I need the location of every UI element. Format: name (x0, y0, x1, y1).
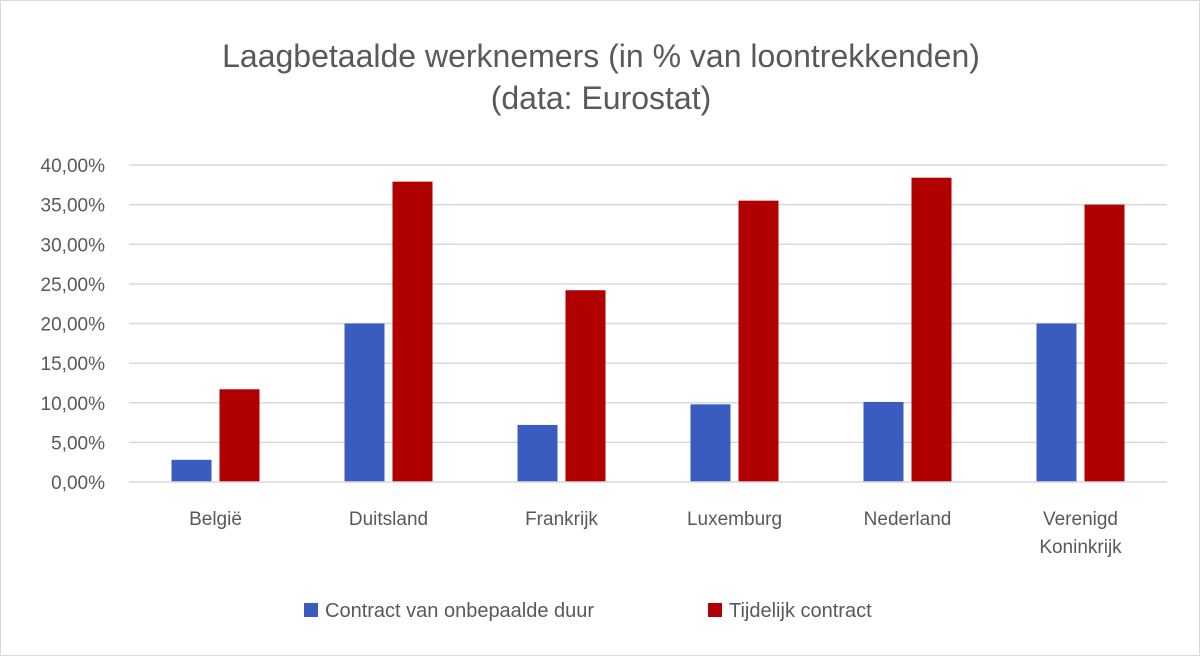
bar-onbepaalde-duur-5 (1036, 323, 1077, 482)
bar-onbepaalde-duur-2 (517, 424, 558, 482)
chart-title-line-2: (data: Eurostat) (491, 80, 712, 116)
bar-onbepaalde-duur-3 (690, 404, 731, 482)
bar-tijdelijk-5 (1084, 204, 1125, 482)
y-axis-ticks: 0,00% 5,00% 10,00% 15,00% 20,00% 25,00% 30,00%… (41, 156, 106, 494)
gridlines (129, 164, 1167, 444)
bar-tijdelijk-2 (565, 290, 606, 482)
x-category-label: Koninkrijk (1039, 537, 1122, 558)
x-category-label: Nederland (864, 509, 952, 530)
x-category-label: België (189, 509, 242, 530)
chart-title: Laagbetaalde werknemers (in % van loontr… (222, 38, 980, 116)
legend-label: Tijdelijk contract (729, 600, 872, 622)
y-tick-label: 10,00% (41, 394, 106, 415)
x-category-label: Frankrijk (525, 509, 598, 530)
x-category-label: Luxemburg (687, 509, 782, 530)
legend-swatch (304, 603, 318, 617)
bar-tijdelijk-3 (738, 200, 779, 482)
bar-onbepaalde-duur-1 (344, 323, 385, 482)
y-tick-label: 35,00% (41, 196, 106, 217)
x-axis-categories: België Duitsland Frankrijk Luxemburg Nederla… (189, 509, 1122, 558)
legend-swatch (708, 603, 722, 617)
y-tick-label: 40,00% (41, 156, 106, 177)
legend: Contract van onbepaalde duur Tijdelijk co… (304, 600, 872, 622)
y-tick-label: 0,00% (51, 473, 105, 494)
bars (171, 177, 1125, 482)
x-category-label: Duitsland (349, 509, 428, 530)
y-tick-label: 15,00% (41, 354, 106, 375)
bar-tijdelijk-0 (219, 389, 260, 482)
y-tick-label: 5,00% (51, 433, 105, 454)
x-category-label: Verenigd (1043, 509, 1118, 530)
bar-onbepaalde-duur-4 (863, 401, 904, 482)
y-tick-label: 20,00% (41, 315, 106, 336)
legend-label: Contract van onbepaalde duur (325, 600, 594, 622)
bar-onbepaalde-duur-0 (171, 459, 212, 482)
y-tick-label: 30,00% (41, 235, 106, 256)
y-tick-label: 25,00% (41, 275, 106, 296)
bar-tijdelijk-4 (911, 177, 952, 482)
chart-title-line-1: Laagbetaalde werknemers (in % van loontr… (222, 38, 980, 74)
bar-tijdelijk-1 (392, 181, 433, 482)
